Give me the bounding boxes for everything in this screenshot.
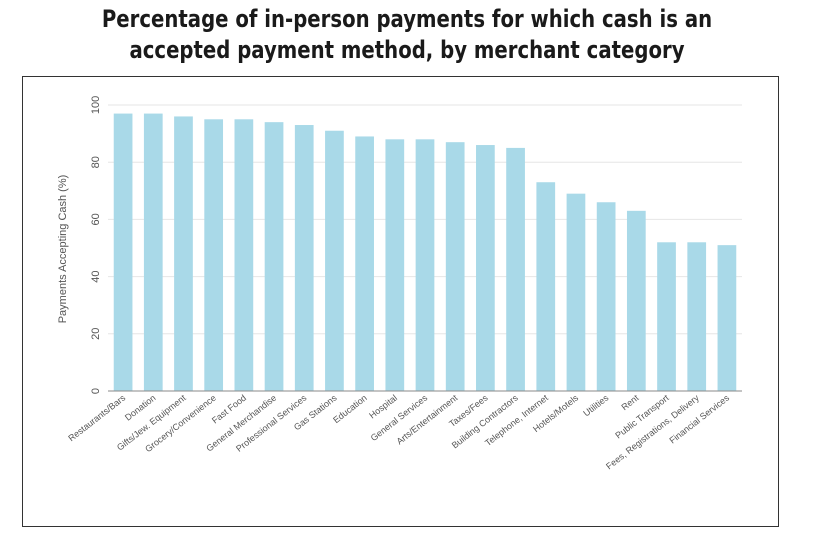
bar <box>506 147 525 391</box>
x-tick-label: Restaurants/Bars <box>66 392 127 443</box>
bar <box>204 119 224 392</box>
bar <box>717 245 737 391</box>
bar <box>445 142 465 391</box>
y-tick-labels: 0 20 40 60 80 100 <box>90 96 102 394</box>
x-tick-label: Education <box>331 393 369 426</box>
bar <box>385 139 405 391</box>
bar <box>174 116 193 391</box>
bar <box>113 113 133 391</box>
bar <box>476 145 495 391</box>
bar <box>626 210 646 391</box>
y-tick-label: 100 <box>90 96 102 114</box>
bar <box>687 242 707 391</box>
x-tick-label: Utilities <box>581 392 610 418</box>
chart-title-line-1: Percentage of in-person payments for whi… <box>101 5 713 33</box>
y-tick-label: 20 <box>90 328 102 340</box>
bar <box>294 125 314 392</box>
bar <box>355 136 374 391</box>
y-axis-label: Payments Accepting Cash (%) <box>57 175 69 324</box>
bar <box>234 119 254 392</box>
bar <box>566 193 586 391</box>
y-tick-label: 60 <box>90 213 102 225</box>
chart-title-line-2: accepted payment method, by merchant cat… <box>129 36 685 64</box>
bar <box>143 113 163 391</box>
y-tick-label: 80 <box>90 156 102 168</box>
x-tick-label: Rent <box>619 392 641 412</box>
bar <box>536 182 556 391</box>
bars <box>113 113 737 392</box>
y-tick-label: 40 <box>90 270 102 282</box>
bar <box>415 139 435 391</box>
bar <box>325 130 344 392</box>
bar <box>596 202 616 391</box>
bar <box>264 122 284 391</box>
bar <box>657 242 676 391</box>
chart-title: Percentage of in-person payments for whi… <box>73 4 740 66</box>
y-tick-label: 0 <box>90 388 102 394</box>
